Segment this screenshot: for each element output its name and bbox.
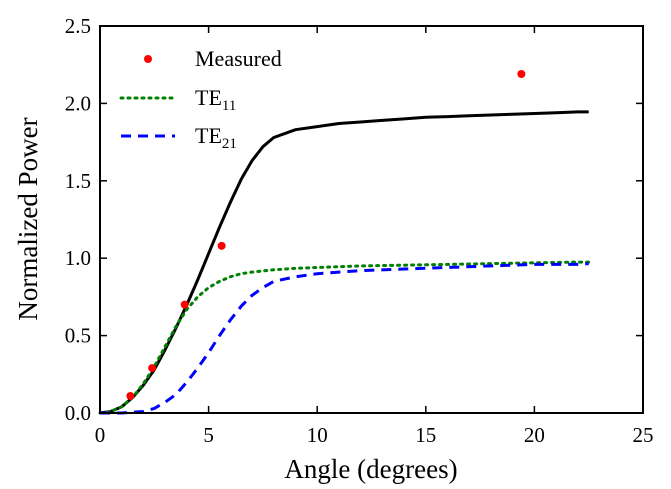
legend-label-te21: TE21 (195, 123, 237, 152)
y-tick-label: 2.0 (65, 91, 91, 115)
x-tick-label: 5 (203, 423, 214, 447)
tick-layer: 0 5 10 15 20 25 0.0 0.5 1.0 1.5 2.0 2.5 (65, 14, 654, 447)
x-tick-label: 15 (415, 423, 436, 447)
legend-label-te11: TE11 (195, 85, 236, 114)
series-line-total (99, 110, 589, 415)
measured-point (148, 364, 157, 373)
y-tick-label: 0.0 (65, 401, 91, 425)
x-tick-label: 25 (633, 423, 654, 447)
x-tick-label: 10 (307, 423, 328, 447)
y-tick-label: 0.5 (65, 324, 91, 348)
measured-point (517, 69, 526, 78)
x-axis-label: Angle (degrees) (284, 454, 457, 484)
x-tick-label: 20 (524, 423, 545, 447)
measured-point (217, 241, 226, 250)
y-tick-label: 1.5 (65, 169, 91, 193)
legend-marker-measured (144, 55, 152, 63)
legend: Measured TE11 TE21 (119, 46, 282, 152)
measured-point (126, 391, 135, 400)
legend-label-measured: Measured (195, 46, 282, 71)
x-tick-label: 0 (95, 423, 106, 447)
series-line-te21 (100, 262, 589, 415)
measured-point (180, 300, 189, 309)
series-layer (98, 69, 591, 415)
y-tick-label: 2.5 (65, 14, 91, 38)
plot-frame (99, 25, 644, 414)
y-axis-label: Normalized Power (13, 117, 43, 320)
y-tick-label: 1.0 (65, 246, 91, 270)
series-line-te11 (98, 260, 591, 415)
